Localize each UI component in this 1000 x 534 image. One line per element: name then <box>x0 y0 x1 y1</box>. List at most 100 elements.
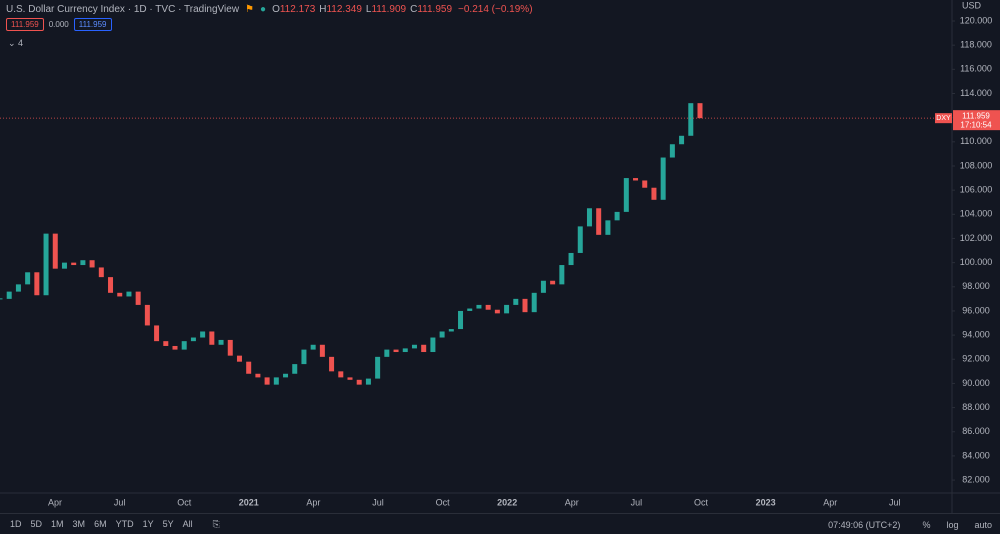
y-tick-label: 116.000 <box>960 64 992 74</box>
candle <box>117 292 123 297</box>
range-button[interactable]: All <box>182 519 193 529</box>
ohlc-item: O112.173 <box>272 4 315 15</box>
x-tick-label: Apr <box>306 497 320 507</box>
candle <box>393 349 399 353</box>
candle <box>246 361 252 374</box>
clock[interactable]: 07:49:06 (UTC+2) <box>828 519 901 530</box>
y-tick-label: 98.000 <box>962 281 990 291</box>
option-button[interactable]: log <box>946 519 959 530</box>
candle <box>448 329 454 332</box>
candle <box>375 356 381 379</box>
candle <box>310 344 316 350</box>
candle <box>255 373 261 378</box>
option-button[interactable]: % <box>922 519 931 530</box>
candle <box>402 348 408 353</box>
x-tick-label: Apr <box>823 497 837 507</box>
y-tick-label: 84.000 <box>962 450 990 460</box>
candle <box>614 211 620 221</box>
candle <box>15 284 21 292</box>
range-button[interactable]: YTD <box>115 519 134 529</box>
candle <box>550 280 556 285</box>
option-button[interactable]: auto <box>974 519 992 530</box>
candle <box>301 349 307 365</box>
y-tick-label: 86.000 <box>962 426 990 436</box>
x-tick-label: 2023 <box>756 497 776 507</box>
ohlc-label: H <box>319 3 327 15</box>
candle <box>200 331 206 338</box>
candle <box>467 308 473 311</box>
ohlc-value: 112.173 <box>279 3 316 15</box>
ranges: 1D 5D 1M 3M 6M YTD 1Y 5Y All <box>10 519 193 529</box>
candle <box>34 272 40 296</box>
candle <box>679 135 685 145</box>
candle <box>669 144 675 158</box>
candle <box>172 345 178 350</box>
range-button[interactable]: 1Y <box>142 519 154 529</box>
ohlc-item: H112.349 <box>319 4 362 15</box>
legend: U.S. Dollar Currency Index · 1D · TVC · … <box>6 2 533 16</box>
ohlc-value: 112.349 <box>326 3 362 15</box>
symbol-label: DXY <box>936 115 951 122</box>
candle <box>586 208 592 227</box>
candle <box>504 304 510 314</box>
y-tick-label: 94.000 <box>962 329 990 339</box>
x-tick-label: Jul <box>372 497 384 507</box>
candle <box>190 337 196 342</box>
input[interactable]: 111.959 <box>6 18 44 31</box>
indicators-count: 4 <box>18 38 24 48</box>
last-price: 111.959 <box>962 111 990 120</box>
candle <box>329 356 335 372</box>
indicators-toggle[interactable]: ⌄ 4 <box>8 38 24 48</box>
range-button[interactable]: 5Y <box>162 519 174 529</box>
candle <box>384 349 390 357</box>
candle <box>283 373 289 378</box>
candle <box>633 178 639 181</box>
range-button[interactable]: 1M <box>51 519 64 529</box>
candle <box>108 277 114 293</box>
price-tag <box>953 110 1000 131</box>
y-tick-label: 118.000 <box>960 40 992 50</box>
candle <box>430 337 436 353</box>
input[interactable]: 111.959 <box>73 18 112 31</box>
candle <box>411 344 417 349</box>
ohlc-label: C <box>410 3 418 15</box>
candle <box>338 371 344 378</box>
compare-icon[interactable]: ⎘ <box>212 518 220 529</box>
ohlc-item: L111.909 <box>366 4 406 15</box>
candle <box>43 233 49 296</box>
candle <box>697 103 703 119</box>
x-tick-label: 2021 <box>239 497 259 507</box>
candle <box>522 298 528 313</box>
y-tick-label: 108.000 <box>960 160 993 170</box>
ohlc-label: L <box>365 3 372 15</box>
inputs: 111.959 0.000 111.959 <box>6 18 112 31</box>
x-tick-label: Apr <box>48 497 62 507</box>
range-button[interactable]: 6M <box>94 519 107 529</box>
flag-icon[interactable]: ⚑ <box>245 3 255 15</box>
candle <box>236 355 242 362</box>
candle <box>126 291 132 297</box>
ohlc-item: C111.959 <box>410 4 452 15</box>
currency[interactable]: USD <box>962 0 982 10</box>
input: 0.000 <box>48 20 69 29</box>
symbol-tag <box>935 113 952 124</box>
x-tick-label: 2022 <box>497 497 517 507</box>
candle <box>476 304 482 309</box>
candle <box>439 331 445 338</box>
symbol-title[interactable]: U.S. Dollar Currency Index · 1D · TVC · … <box>6 3 240 15</box>
change: −0.214 (−0.19%) <box>458 3 533 15</box>
candle <box>6 291 12 299</box>
bottom-toolbar: 1D 5D 1M 3M 6M YTD 1Y 5Y All ⎘ 07:49:06 (UTC+2) … <box>0 513 1000 534</box>
candle <box>347 377 353 380</box>
range-button[interactable]: 5D <box>30 519 43 529</box>
candle <box>458 310 464 330</box>
candle <box>494 309 500 314</box>
x-tick-label: Jul <box>889 497 901 507</box>
candle <box>485 304 491 310</box>
range-button[interactable]: 3M <box>72 519 86 529</box>
options: % log auto <box>916 520 992 530</box>
range-button[interactable]: 1D <box>10 519 22 529</box>
x-tick-label: Apr <box>565 497 579 507</box>
candle <box>25 272 31 285</box>
candle <box>181 341 187 350</box>
